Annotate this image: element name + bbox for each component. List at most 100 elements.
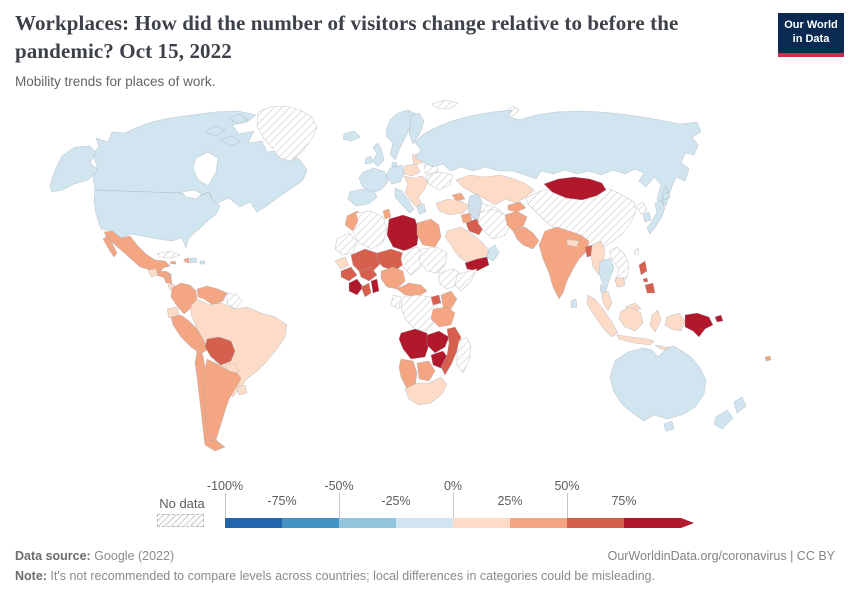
country-mongolia[interactable] bbox=[543, 176, 607, 201]
country-cameroon-car[interactable] bbox=[396, 282, 428, 298]
country-finland[interactable] bbox=[408, 112, 425, 145]
country-uganda[interactable] bbox=[430, 294, 442, 306]
country-nigeria[interactable] bbox=[380, 266, 406, 290]
country-united-kingdom[interactable] bbox=[371, 142, 385, 167]
country-yemen[interactable] bbox=[464, 256, 490, 272]
country-tasmania[interactable] bbox=[663, 420, 675, 432]
country-guatemala[interactable] bbox=[147, 268, 159, 278]
country-australia[interactable] bbox=[609, 345, 707, 422]
country-congo-gabon[interactable] bbox=[390, 294, 402, 310]
country-cote-divoire[interactable] bbox=[348, 278, 364, 296]
country-zambia[interactable] bbox=[426, 330, 450, 354]
country-java[interactable] bbox=[616, 334, 655, 346]
country-brazil[interactable] bbox=[190, 298, 288, 398]
country-svalbard[interactable] bbox=[431, 99, 459, 110]
country-pakistan[interactable] bbox=[512, 226, 540, 250]
country-greenland[interactable] bbox=[256, 105, 318, 162]
country-new-britain[interactable] bbox=[714, 314, 724, 323]
country-canada-arctic2[interactable] bbox=[227, 113, 249, 125]
country-turkey[interactable] bbox=[435, 198, 470, 216]
country-mexico-baja[interactable] bbox=[102, 235, 118, 258]
country-guinea[interactable] bbox=[340, 266, 358, 282]
country-papua-new-guinea[interactable] bbox=[684, 312, 714, 338]
country-nepal[interactable] bbox=[566, 238, 580, 248]
country-ukraine[interactable] bbox=[425, 171, 454, 191]
country-egypt[interactable] bbox=[416, 218, 442, 248]
country-norway-sweden[interactable] bbox=[385, 109, 417, 161]
legend-segment[interactable] bbox=[624, 518, 681, 528]
legend-segment[interactable] bbox=[567, 518, 624, 528]
country-sumatra[interactable] bbox=[586, 294, 619, 338]
country-mozambique[interactable] bbox=[440, 326, 462, 376]
country-malaysia[interactable] bbox=[601, 290, 613, 312]
country-philippines-mindanao[interactable] bbox=[644, 282, 656, 294]
country-ghana[interactable] bbox=[360, 282, 372, 298]
country-new-zealand-north[interactable] bbox=[733, 396, 747, 414]
country-senegal[interactable] bbox=[334, 256, 350, 270]
country-sri-lanka[interactable] bbox=[570, 298, 578, 309]
country-afghanistan[interactable] bbox=[504, 210, 528, 232]
legend-segment[interactable] bbox=[339, 518, 396, 528]
country-thailand[interactable] bbox=[598, 257, 615, 291]
legend-segment[interactable] bbox=[396, 518, 453, 528]
country-sudan[interactable] bbox=[418, 246, 448, 274]
country-sulawesi[interactable] bbox=[649, 309, 662, 333]
country-angola[interactable] bbox=[398, 328, 430, 360]
country-cuba[interactable] bbox=[156, 250, 181, 259]
country-borneo[interactable] bbox=[618, 306, 644, 332]
country-japan-hokkaido[interactable] bbox=[661, 191, 671, 201]
country-western-sahara-mauritania[interactable] bbox=[334, 232, 358, 256]
country-mali[interactable] bbox=[350, 248, 382, 274]
country-kazakhstan[interactable] bbox=[455, 174, 535, 206]
country-france[interactable] bbox=[358, 167, 389, 194]
country-niger[interactable] bbox=[376, 248, 406, 272]
country-poland[interactable] bbox=[403, 163, 421, 177]
country-dr-congo[interactable] bbox=[400, 294, 438, 332]
country-algeria[interactable] bbox=[352, 210, 388, 250]
legend-segment[interactable] bbox=[282, 518, 339, 528]
country-venezuela[interactable] bbox=[196, 285, 228, 306]
country-burkina-faso[interactable] bbox=[358, 266, 378, 282]
country-uruguay[interactable] bbox=[236, 384, 248, 396]
country-japan[interactable] bbox=[646, 199, 666, 235]
country-fiji[interactable] bbox=[764, 355, 772, 362]
country-mexico[interactable] bbox=[103, 230, 171, 277]
country-oman[interactable] bbox=[486, 244, 500, 262]
country-guyana-suriname[interactable] bbox=[226, 292, 243, 310]
country-ecuador[interactable] bbox=[166, 306, 180, 319]
country-tanzania[interactable] bbox=[430, 306, 456, 328]
country-iceland[interactable] bbox=[342, 130, 361, 142]
country-nicaragua[interactable] bbox=[163, 275, 173, 285]
country-puerto-rico[interactable] bbox=[199, 260, 206, 265]
country-taiwan[interactable] bbox=[633, 247, 640, 256]
country-new-zealand-south[interactable] bbox=[713, 409, 734, 430]
country-india[interactable] bbox=[538, 226, 590, 300]
country-canada-arctic1[interactable] bbox=[204, 125, 226, 137]
country-north-korea[interactable] bbox=[635, 201, 648, 215]
country-cambodia[interactable] bbox=[614, 276, 626, 288]
legend-segment[interactable] bbox=[453, 518, 510, 528]
country-botswana[interactable] bbox=[416, 360, 436, 382]
country-russia[interactable] bbox=[414, 109, 702, 210]
country-kenya[interactable] bbox=[440, 290, 458, 310]
legend-segment[interactable] bbox=[225, 518, 282, 528]
country-bolivia[interactable] bbox=[204, 336, 236, 366]
country-kyrgyzstan-tajikistan[interactable] bbox=[507, 201, 527, 213]
country-italy[interactable] bbox=[394, 187, 415, 214]
country-dominican-republic[interactable] bbox=[189, 257, 198, 264]
no-data-swatch[interactable] bbox=[157, 514, 204, 527]
country-south-korea[interactable] bbox=[642, 211, 652, 223]
country-south-africa[interactable] bbox=[404, 376, 448, 406]
country-philippines-visayas[interactable] bbox=[642, 277, 649, 283]
legend-segment[interactable] bbox=[510, 518, 567, 528]
country-benin-togo[interactable] bbox=[370, 278, 380, 294]
country-germany-benelux[interactable] bbox=[385, 164, 405, 185]
country-canada-arctic3[interactable] bbox=[219, 135, 241, 147]
country-haiti[interactable] bbox=[183, 257, 190, 264]
country-argentina[interactable] bbox=[203, 358, 242, 442]
country-balkans[interactable] bbox=[403, 175, 429, 208]
country-jamaica[interactable] bbox=[169, 260, 177, 265]
country-west-papua[interactable] bbox=[664, 312, 686, 332]
country-spain-portugal[interactable] bbox=[347, 188, 378, 207]
country-tunisia[interactable] bbox=[382, 208, 392, 220]
